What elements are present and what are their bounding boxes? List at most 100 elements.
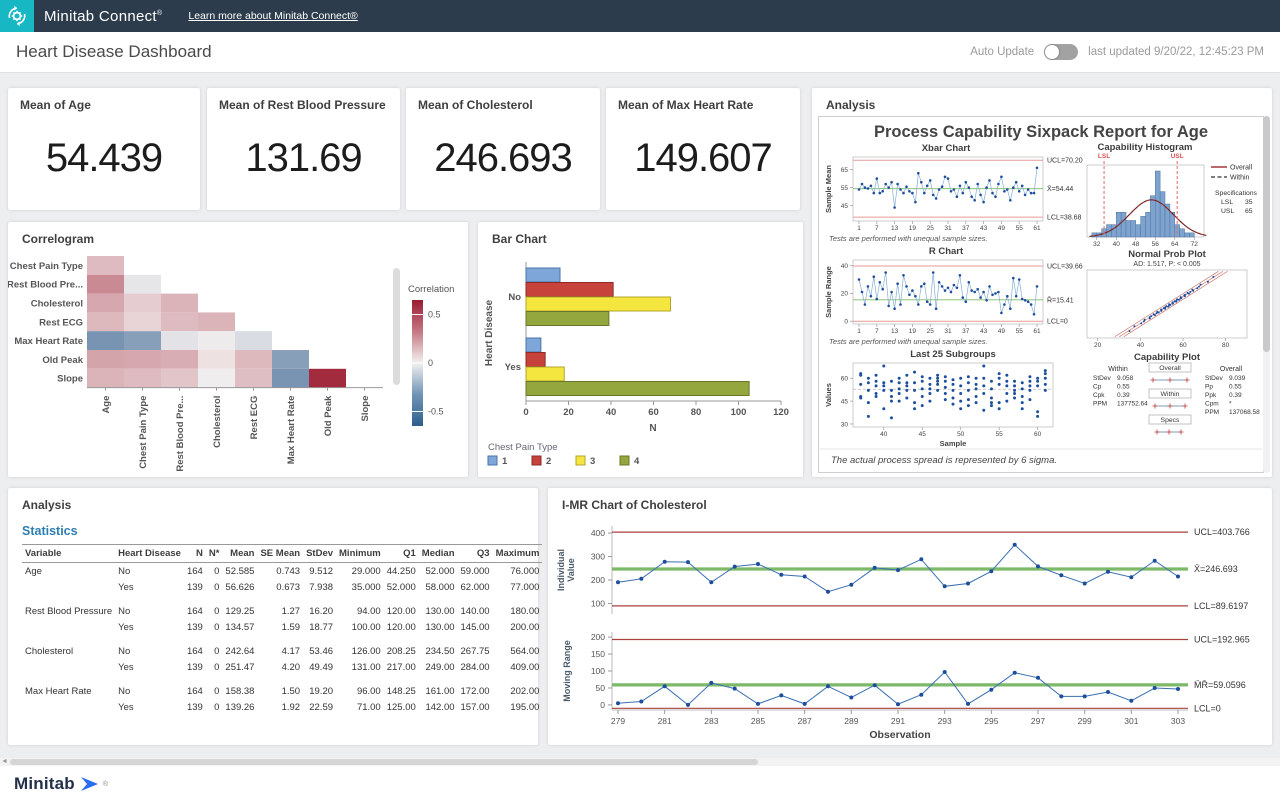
svg-text:31: 31: [944, 225, 952, 232]
panel-analysis-sixpack: Analysis Process Capability Sixpack Repo…: [812, 88, 1272, 477]
svg-text:Overall: Overall: [1159, 365, 1181, 372]
scrollbar-thumb[interactable]: [10, 759, 758, 765]
svg-text:200: 200: [591, 632, 605, 642]
svg-text:Cpk: Cpk: [1093, 392, 1105, 399]
svg-text:120: 120: [773, 407, 789, 418]
sixpack-graph-frame: Process Capability Sixpack Report for Ag…: [818, 116, 1264, 473]
svg-text:45: 45: [919, 431, 927, 438]
kpi-value: 149.607: [606, 136, 800, 181]
table-row: AgeNo164052.5850.7439.51229.00044.25052.…: [22, 563, 542, 580]
svg-text:60: 60: [648, 407, 659, 418]
svg-text:301: 301: [1124, 716, 1138, 726]
svg-text:AD: 1.517, P: < 0.005: AD: 1.517, P: < 0.005: [1133, 261, 1200, 268]
horizontal-scrollbar[interactable]: ◄: [0, 758, 1280, 766]
svg-text:49: 49: [998, 225, 1006, 232]
svg-text:LCL=0: LCL=0: [1047, 319, 1068, 326]
svg-text:49: 49: [998, 328, 1006, 335]
svg-text:Max Heart Rate: Max Heart Rate: [286, 396, 297, 465]
svg-text:Cp: Cp: [1093, 384, 1102, 391]
sync-gear-icon: [5, 4, 29, 28]
table-row: Yes1390139.261.9222.5971.00125.00142.001…: [22, 699, 542, 715]
auto-update-toggle[interactable]: [1044, 44, 1078, 60]
svg-text:37: 37: [962, 328, 970, 335]
imr-chart: 400300200100UCL=403.766X̄=246.693LCL=89.…: [548, 514, 1272, 741]
svg-text:USL: USL: [1171, 153, 1184, 160]
svg-text:LCL=0: LCL=0: [1194, 703, 1221, 713]
kpi-value: 54.439: [8, 136, 200, 181]
svg-text:100: 100: [591, 666, 605, 676]
svg-text:137068.58: 137068.58: [1229, 409, 1260, 416]
svg-text:Within: Within: [1161, 391, 1180, 398]
svg-text:40: 40: [606, 407, 617, 418]
learn-more-link[interactable]: Learn more about Minitab Connect®: [188, 10, 357, 22]
svg-text:No: No: [508, 292, 521, 303]
svg-text:-0.5: -0.5: [428, 406, 444, 416]
svg-text:Value: Value: [566, 558, 576, 582]
svg-text:Normal Prob Plot: Normal Prob Plot: [1128, 249, 1206, 260]
svg-text:7: 7: [875, 225, 879, 232]
svg-text:287: 287: [798, 716, 812, 726]
svg-text:Heart Disease: Heart Disease: [484, 299, 495, 366]
svg-text:Overall: Overall: [1220, 366, 1243, 373]
correlogram-scrollbar-thumb[interactable]: [393, 268, 400, 385]
svg-text:Cholesterol: Cholesterol: [31, 299, 83, 310]
svg-text:Slope: Slope: [57, 374, 83, 385]
panel-header: Correlogram: [8, 222, 468, 248]
svg-text:LSL: LSL: [1098, 153, 1110, 160]
svg-text:1: 1: [857, 328, 861, 335]
minitab-footer-logo: Minitab ®: [14, 774, 1280, 794]
kpi-label: Mean of Max Heart Rate: [606, 88, 800, 112]
svg-text:LCL=89.6197: LCL=89.6197: [1194, 601, 1248, 611]
panel-correlogram: Correlogram Chest Pain TypeRest Blood Pr…: [8, 222, 468, 477]
svg-text:37: 37: [962, 225, 970, 232]
svg-text:Old Peak: Old Peak: [42, 355, 83, 366]
svg-text:Max Heart Rate: Max Heart Rate: [14, 336, 83, 347]
svg-text:UCL=70.20: UCL=70.20: [1047, 158, 1083, 165]
svg-text:300: 300: [591, 552, 605, 562]
svg-text:0.5: 0.5: [428, 310, 441, 320]
sixpack-chart: Process Capability Sixpack Report for Ag…: [819, 117, 1263, 472]
svg-text:43: 43: [980, 328, 988, 335]
table-row: Yes1390134.571.5918.77100.00120.00130.00…: [22, 619, 542, 635]
svg-text:100: 100: [591, 598, 605, 608]
svg-text:35: 35: [1245, 199, 1253, 206]
svg-text:60: 60: [841, 376, 849, 383]
svg-text:UCL=192.965: UCL=192.965: [1194, 634, 1250, 644]
svg-text:65: 65: [841, 167, 849, 174]
svg-text:LSL: LSL: [1221, 199, 1233, 206]
auto-update-label: Auto Update: [970, 46, 1034, 58]
minitab-connect-logo[interactable]: [0, 0, 34, 32]
svg-text:Cpm: Cpm: [1205, 401, 1219, 408]
stats-col-header: N*: [206, 545, 223, 563]
kpi-value: 246.693: [406, 136, 600, 181]
scrollbar-thumb[interactable]: [1263, 116, 1270, 352]
svg-text:45: 45: [841, 203, 849, 210]
scroll-left-arrow-icon[interactable]: ◄: [1, 758, 8, 766]
svg-text:137752.64: 137752.64: [1117, 401, 1148, 408]
svg-text:Ppk: Ppk: [1205, 392, 1217, 399]
kpi-label: Mean of Age: [8, 88, 200, 112]
table-row: Max Heart RateNo1640158.381.5019.2096.00…: [22, 683, 542, 699]
svg-text:43: 43: [980, 225, 988, 232]
kpi-card-mean-max-hr: Mean of Max Heart Rate 149.607: [606, 88, 800, 210]
svg-text:303: 303: [1171, 716, 1185, 726]
svg-text:65: 65: [1245, 208, 1253, 215]
svg-text:64: 64: [1171, 241, 1179, 248]
svg-text:9.058: 9.058: [1117, 375, 1134, 382]
svg-text:55: 55: [1016, 328, 1024, 335]
svg-text:20: 20: [1094, 342, 1102, 349]
stats-col-header: Median: [419, 545, 458, 563]
svg-text:N: N: [649, 423, 656, 434]
svg-text:60: 60: [1179, 342, 1187, 349]
svg-text:Old Peak: Old Peak: [323, 395, 334, 436]
kpi-label: Mean of Cholesterol: [406, 88, 600, 112]
footer-registered-mark: ®: [103, 781, 108, 788]
svg-text:0.39: 0.39: [1229, 392, 1242, 399]
svg-text:32: 32: [1093, 241, 1101, 248]
svg-text:PPM: PPM: [1205, 409, 1219, 416]
sixpack-scrollbar[interactable]: [1263, 116, 1270, 473]
svg-text:Chest Pain Type: Chest Pain Type: [10, 261, 83, 272]
svg-text:13: 13: [891, 328, 899, 335]
svg-text:0: 0: [428, 358, 433, 368]
svg-text:80: 80: [691, 407, 702, 418]
